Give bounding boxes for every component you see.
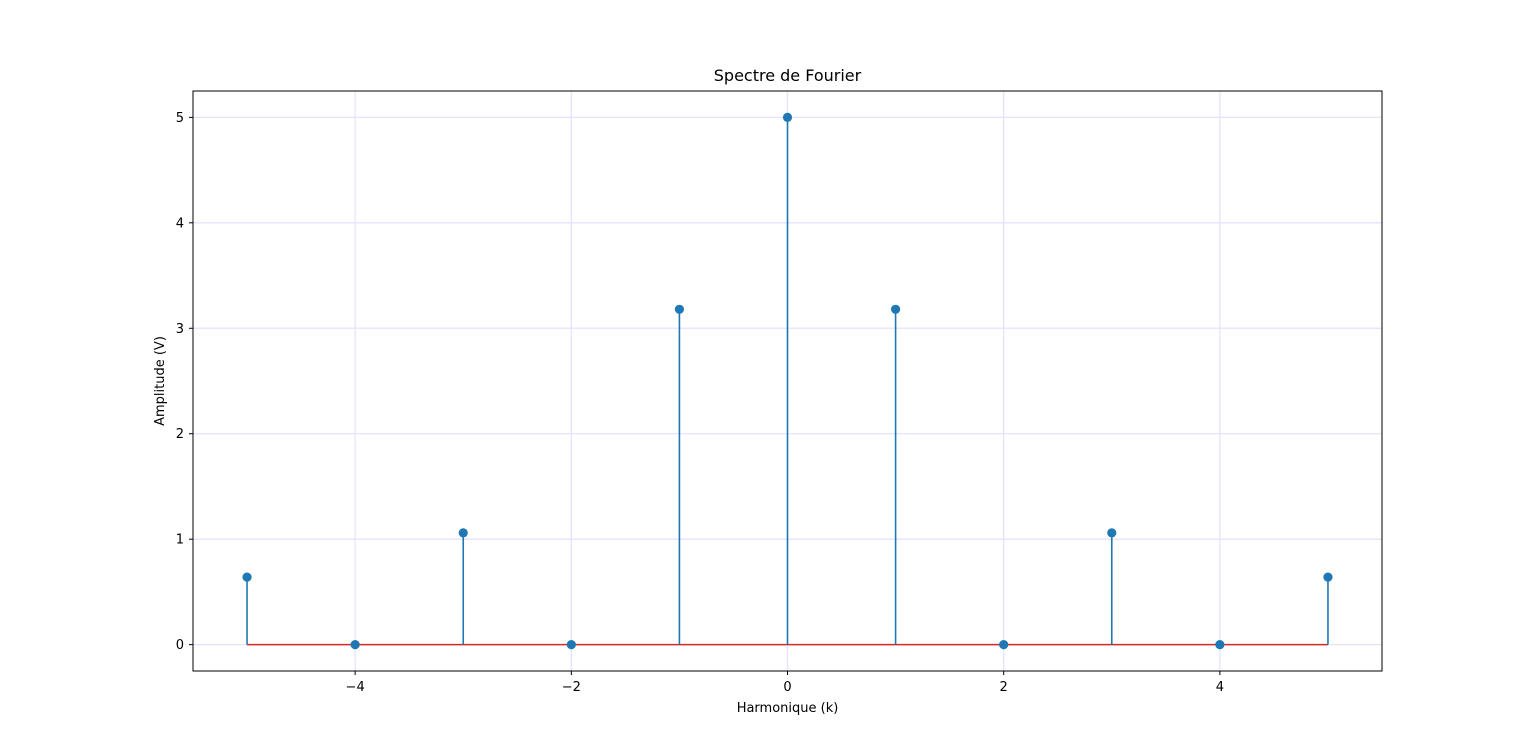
stem-marker (674, 304, 685, 314)
stems-group (246, 117, 1329, 645)
stem-marker (999, 640, 1009, 650)
y-axis-ticks: 0 1 2 3 4 5 (176, 111, 193, 653)
y-tick-label: 0 (176, 638, 184, 653)
x-tick-label: 4 (1216, 680, 1224, 695)
chart-title: Spectre de Fourier (714, 66, 862, 85)
stem-marker (566, 640, 576, 650)
stem-marker (890, 304, 901, 314)
stem-marker (458, 528, 468, 538)
stem-marker (1215, 640, 1225, 650)
stem-marker (1323, 572, 1333, 582)
stem-marker (782, 112, 793, 122)
x-tick-label: 0 (783, 680, 791, 695)
y-tick-label: 3 (176, 322, 184, 337)
y-tick-label: 5 (176, 111, 184, 126)
stem-marker (242, 572, 252, 582)
x-tick-label: −4 (346, 680, 365, 695)
x-tick-label: −2 (562, 680, 581, 695)
markers-group (242, 112, 1333, 650)
y-axis-label: Amplitude (V) (153, 336, 168, 426)
x-axis-ticks: −4 −2 0 2 4 (346, 671, 1224, 695)
y-tick-label: 2 (176, 427, 184, 442)
x-tick-label: 2 (1000, 680, 1008, 695)
y-tick-label: 4 (176, 216, 184, 231)
stem-marker (350, 640, 360, 650)
x-axis-label: Harmonique (k) (737, 701, 839, 716)
y-tick-label: 1 (176, 533, 184, 548)
stem-marker (1107, 528, 1117, 538)
